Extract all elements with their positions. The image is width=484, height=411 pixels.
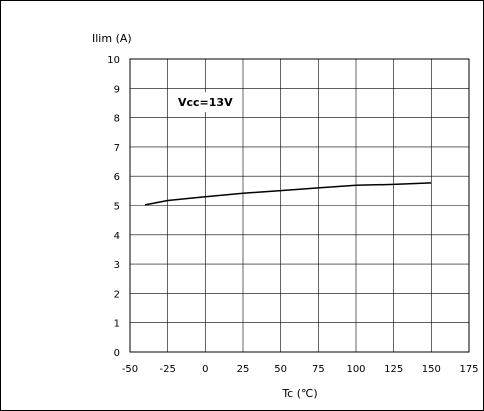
x-tick-label: 175 [459, 364, 478, 375]
x-tick-label: -25 [159, 364, 175, 375]
x-tick-labels: -50 -25 0 25 50 75 100 125 150 175 [122, 364, 479, 375]
y-tick-labels: 0 1 2 3 4 5 6 7 8 9 10 [107, 55, 120, 359]
x-tick-label: 25 [237, 364, 250, 375]
y-tick-label: 10 [107, 55, 120, 66]
y-axis-label: Ilim (A) [92, 32, 132, 45]
plot-area [129, 58, 470, 353]
y-tick-label: 9 [114, 84, 120, 95]
y-tick-label: 6 [114, 172, 120, 183]
x-tick-label: 100 [346, 364, 365, 375]
annotation-label: Vcc=13V [178, 96, 233, 109]
y-tick-label: 3 [114, 260, 120, 271]
y-tick-label: 8 [114, 114, 120, 125]
y-tick-label: 0 [114, 348, 120, 359]
y-tick-label: 1 [114, 319, 120, 330]
y-tick-label: 2 [114, 289, 120, 300]
series-line [144, 182, 432, 206]
y-tick-label: 7 [114, 143, 120, 154]
y-tick-label: 4 [114, 231, 120, 242]
x-tick-label: 125 [384, 364, 403, 375]
x-tick-label: -50 [122, 364, 138, 375]
x-tick-label: 75 [312, 364, 325, 375]
x-tick-label: 0 [202, 364, 208, 375]
x-tick-label: 50 [274, 364, 287, 375]
annotation-background [168, 92, 242, 112]
x-tick-label: 150 [422, 364, 441, 375]
y-tick-label: 5 [114, 202, 120, 213]
x-axis-label: Tc (℃) [281, 387, 317, 400]
